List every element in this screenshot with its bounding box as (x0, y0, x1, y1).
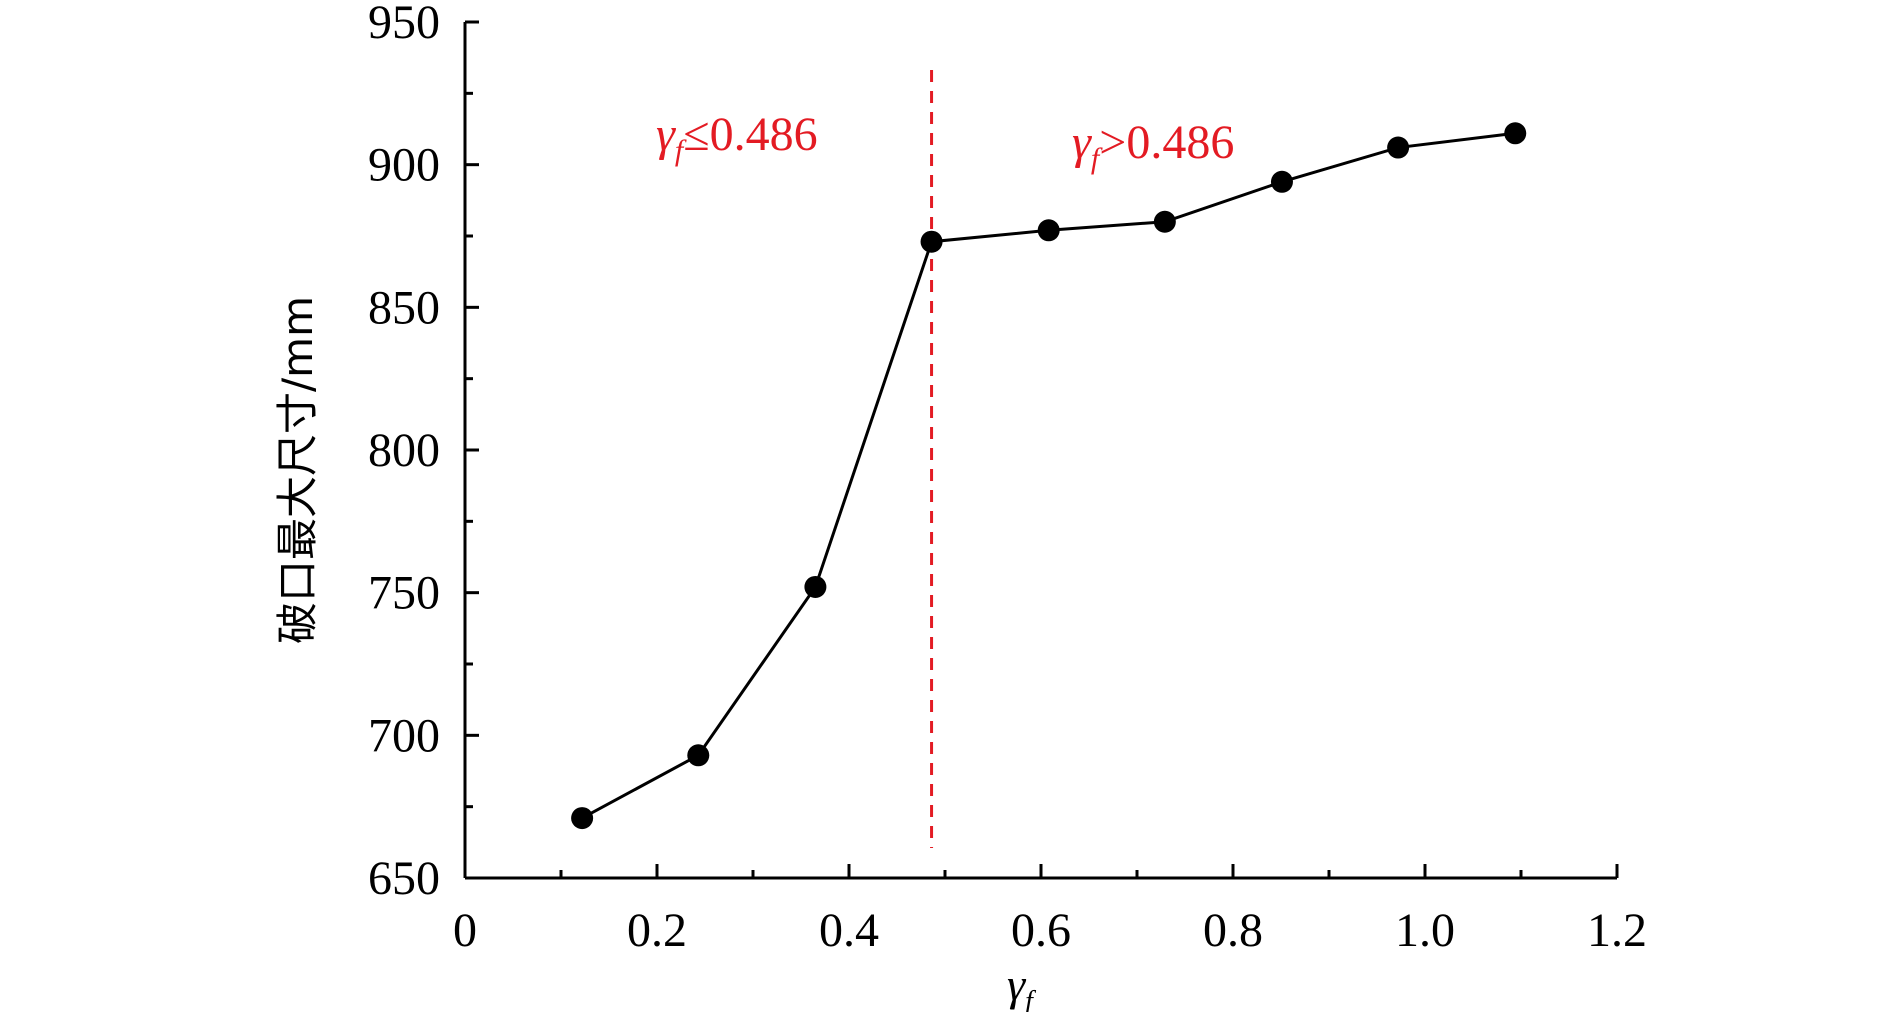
axes: 0 0.2 0.4 0.6 0.8 1.0 1.2 650 700 750 800 850 900 95… (368, 0, 1647, 957)
x-axis-title: γf (1007, 959, 1036, 1012)
data-point (804, 575, 827, 598)
x-axis-title-subscript: f (1025, 986, 1036, 1012)
annotation-right-gamma: γ (1072, 116, 1092, 169)
annotation-right: γf>0.486 (1072, 116, 1234, 175)
y-tick-label: 650 (368, 852, 440, 905)
x-axis-ticks: 0 0.2 0.4 0.6 0.8 1.0 1.2 (453, 864, 1647, 957)
data-point (1504, 122, 1527, 145)
data-point (1270, 170, 1293, 193)
data-points (571, 122, 1527, 830)
x-tick-label: 1.2 (1587, 904, 1647, 957)
data-point (1037, 219, 1060, 242)
y-axis-title: 破口最大尺寸/mm (273, 296, 322, 644)
y-tick-label: 700 (368, 709, 440, 762)
y-tick-label: 750 (368, 567, 440, 620)
y-tick-label: 850 (368, 281, 440, 334)
data-point (571, 807, 594, 830)
annotation-left: γf≤0.486 (656, 108, 818, 167)
x-tick-label: 0.4 (819, 904, 879, 957)
y-tick-label: 900 (368, 139, 440, 192)
y-tick-label: 800 (368, 424, 440, 477)
x-tick-label: 0.2 (627, 904, 687, 957)
x-tick-label: 0.8 (1203, 904, 1263, 957)
annotation-right-rest: >0.486 (1099, 116, 1234, 169)
y-tick-label: 950 (368, 0, 440, 49)
y-axis-ticks: 650 700 750 800 850 900 950 (368, 0, 479, 905)
annotation-left-gamma: γ (656, 108, 676, 161)
x-tick-label: 1.0 (1395, 904, 1455, 957)
x-tick-label: 0.6 (1011, 904, 1071, 957)
x-axis-title-gamma: γ (1007, 959, 1027, 1010)
x-tick-label: 0 (453, 904, 477, 957)
data-point (920, 230, 943, 253)
data-point (687, 744, 710, 767)
data-point (1153, 210, 1176, 233)
annotation-left-rest: ≤0.486 (683, 108, 817, 161)
data-point (1387, 136, 1410, 159)
